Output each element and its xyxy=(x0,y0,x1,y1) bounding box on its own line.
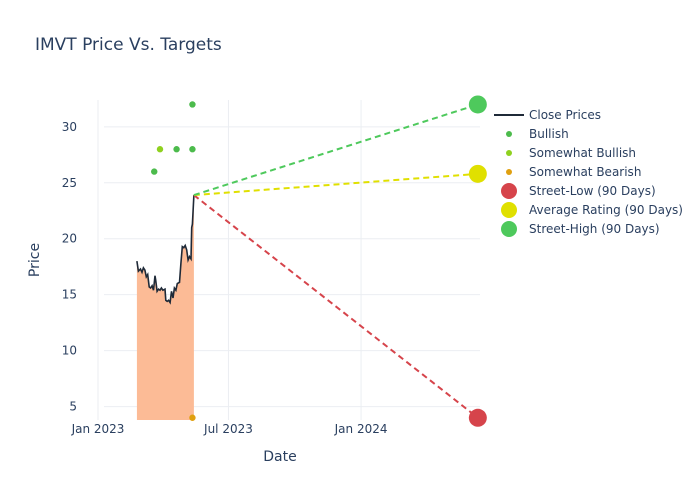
tick-labels: 5 10 15 20 25 30 Jan 2023 Jul 2023 Jan 2024 xyxy=(62,120,388,436)
x-tick-label: Jan 2023 xyxy=(71,422,125,436)
legend-swatch-circle xyxy=(501,202,517,218)
legend-swatch-dot xyxy=(506,131,512,137)
legend-item-somewhat-bullish[interactable]: Somewhat Bullish xyxy=(506,146,636,160)
legend-label: Street-High (90 Days) xyxy=(529,222,660,236)
legend-item-average-rating-days[interactable]: Average Rating (90 Days) xyxy=(501,202,683,218)
legend-swatch-dot xyxy=(506,150,512,156)
legend-swatch-circle xyxy=(501,221,517,237)
y-tick-label: 15 xyxy=(62,288,77,302)
legend-item-somewhat-bearish[interactable]: Somewhat Bearish xyxy=(506,165,641,179)
somewhat-bullish-point xyxy=(156,146,164,153)
legend-item-street-low-days[interactable]: Street-Low (90 Days) xyxy=(501,183,656,199)
bullish-point xyxy=(151,168,158,175)
legend-label: Bullish xyxy=(529,127,569,141)
legend-swatch-circle xyxy=(501,183,517,199)
legend-label: Somewhat Bullish xyxy=(529,146,636,160)
average-rating-days-marker xyxy=(468,164,487,183)
y-tick-label: 30 xyxy=(62,120,77,134)
legend-label: Somewhat Bearish xyxy=(529,165,641,179)
x-tick-label: Jul 2023 xyxy=(203,422,253,436)
street-low-days-marker xyxy=(468,408,487,427)
close-price-area xyxy=(136,195,194,420)
legend-swatch-dot xyxy=(506,169,512,175)
y-axis-title: Price xyxy=(27,243,43,277)
x-axis-title: Date xyxy=(263,449,296,465)
legend[interactable]: Close Prices Bullish Somewhat Bullish Somew… xyxy=(494,108,683,237)
plot-area xyxy=(136,95,487,427)
close-price-line xyxy=(136,195,195,305)
street-high-days-marker xyxy=(468,95,487,114)
legend-label: Street-Low (90 Days) xyxy=(529,184,656,198)
legend-item-street-high-days[interactable]: Street-High (90 Days) xyxy=(501,221,660,237)
average-rating-days-line xyxy=(193,172,478,197)
legend-item-close-prices[interactable]: Close Prices xyxy=(494,108,601,122)
legend-item-bullish[interactable]: Bullish xyxy=(506,127,569,141)
legend-label: Average Rating (90 Days) xyxy=(529,203,683,217)
bullish-point xyxy=(189,101,196,108)
somewhat-bearish-point xyxy=(189,414,196,421)
street-high-days-line xyxy=(193,103,479,197)
legend-label: Close Prices xyxy=(529,108,601,122)
bullish-point xyxy=(173,146,180,153)
chart-title: IMVT Price Vs. Targets xyxy=(35,35,222,55)
y-tick-label: 20 xyxy=(62,232,77,246)
y-tick-label: 10 xyxy=(62,344,77,358)
bullish-point xyxy=(189,146,196,153)
y-tick-label: 5 xyxy=(69,400,77,414)
x-tick-label: Jan 2024 xyxy=(334,422,388,436)
y-tick-label: 25 xyxy=(62,176,77,190)
street-low-days-line xyxy=(193,194,479,419)
